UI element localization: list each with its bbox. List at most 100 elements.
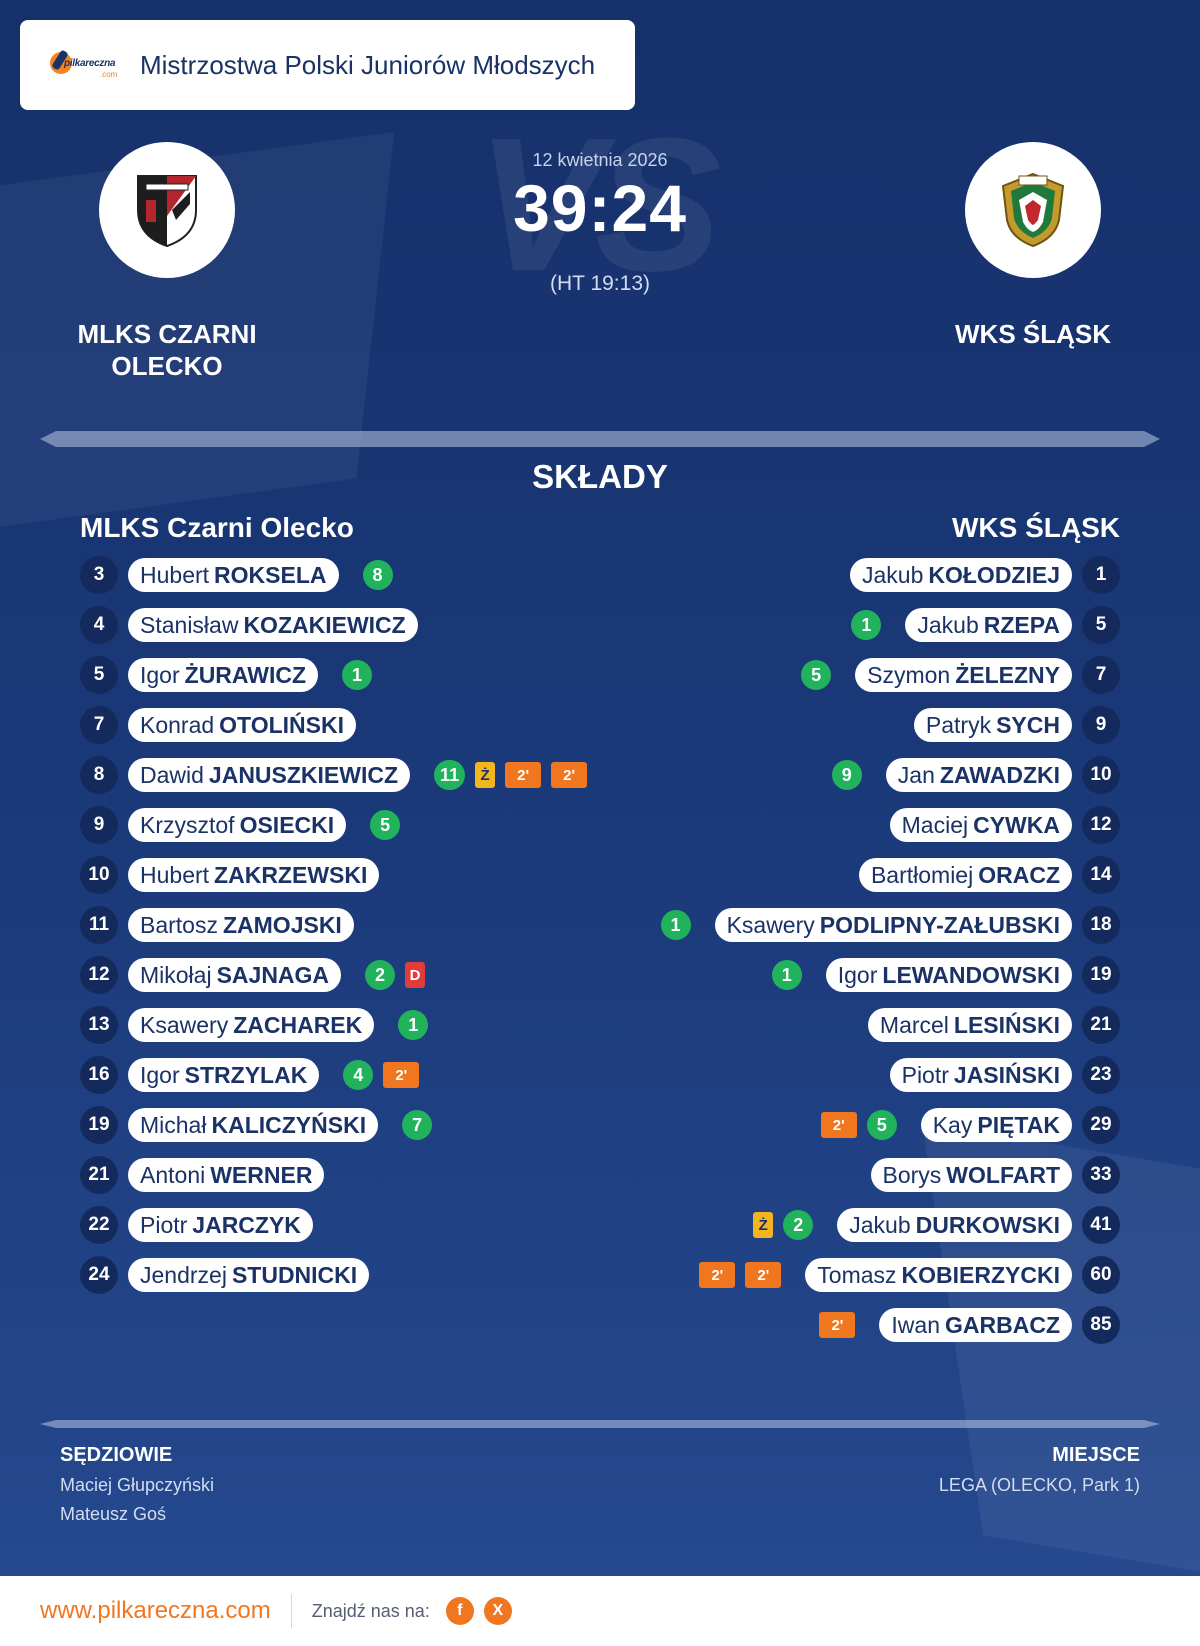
- footer-separator: [290, 1594, 292, 1628]
- goals-badge: 5: [801, 660, 832, 690]
- goals-badge: 2: [783, 1210, 814, 1240]
- player-name[interactable]: Krzysztof OSIECKI: [128, 808, 347, 842]
- player-row: 85 Iwan GARBACZ 2': [819, 1306, 1120, 1344]
- player-events: 1: [660, 910, 691, 940]
- player-name[interactable]: Bartosz ZAMOJSKI: [128, 908, 354, 942]
- player-name[interactable]: Kay PIĘTAK: [920, 1108, 1072, 1142]
- home-team-crest: [99, 142, 235, 278]
- player-events: 8: [362, 560, 393, 590]
- yellow-card-icon: Ż: [753, 1212, 774, 1238]
- player-row: 9 Patryk SYCH: [904, 706, 1120, 744]
- player-name[interactable]: Igor LEWANDOWSKI: [825, 958, 1072, 992]
- suspension-badge: 2': [820, 1112, 857, 1138]
- player-first-name: Ksawery: [726, 911, 815, 938]
- footer: www.pilkareczna.com Znajdź nas na: f X: [0, 1576, 1200, 1646]
- player-first-name: Dawid: [140, 761, 204, 788]
- player-events: 2': [819, 1312, 856, 1338]
- referee-name: Maciej Głupczyński: [60, 1475, 215, 1495]
- yellow-card-icon: Ż: [475, 762, 496, 788]
- player-last-name: KOŁODZIEJ: [928, 561, 1060, 588]
- player-first-name: Konrad: [140, 711, 215, 738]
- player-first-name: Jakub: [862, 561, 924, 588]
- goals-badge: 11: [434, 760, 466, 790]
- player-name[interactable]: Dawid JANUSZKIEWICZ: [128, 758, 411, 792]
- player-name[interactable]: Piotr JASIŃSKI: [889, 1058, 1072, 1092]
- player-name[interactable]: Hubert ROKSELA: [128, 558, 339, 592]
- goals-badge: 1: [771, 960, 802, 990]
- pilkareczna-logo[interactable]: pilkareczna .com: [50, 48, 126, 82]
- player-name[interactable]: Mikołaj SAJNAGA: [128, 958, 342, 992]
- player-name[interactable]: Jendrzej STUDNICKI: [128, 1258, 370, 1292]
- follow-label: Znajdź nas na:: [311, 1600, 430, 1621]
- player-name[interactable]: Piotr JARCZYK: [128, 1208, 313, 1242]
- x-icon[interactable]: X: [483, 1597, 512, 1625]
- website-link[interactable]: www.pilkareczna.com: [40, 1597, 271, 1624]
- player-last-name: STUDNICKI: [231, 1261, 358, 1288]
- player-row: 23 Piotr JASIŃSKI: [880, 1056, 1120, 1094]
- player-row: 12 Maciej CYWKA: [880, 806, 1120, 844]
- player-name[interactable]: Patryk SYCH: [913, 708, 1072, 742]
- player-name[interactable]: Konrad OTOLIŃSKI: [128, 708, 356, 742]
- player-row: 11 Bartosz ZAMOJSKI: [80, 906, 364, 944]
- player-row: 29 Kay PIĘTAK 5 2': [820, 1106, 1120, 1144]
- player-name[interactable]: Tomasz KOBIERZYCKI: [805, 1258, 1072, 1292]
- shirt-number: 1: [1082, 556, 1120, 594]
- player-row: 4 Stanisław KOZAKIEWICZ: [80, 606, 428, 644]
- player-name[interactable]: Igor STRZYLAK: [128, 1058, 320, 1092]
- shirt-number: 41: [1082, 1206, 1120, 1244]
- player-row: 5 Jakub RZEPA 1: [851, 606, 1120, 644]
- player-name[interactable]: Marcel LESIŃSKI: [867, 1008, 1072, 1042]
- player-events: 5 2': [820, 1110, 897, 1140]
- goals-badge: 5: [370, 810, 401, 840]
- player-last-name: ORACZ: [978, 861, 1060, 888]
- player-name[interactable]: Ksawery PODLIPNY-ZAŁUBSKI: [714, 908, 1072, 942]
- player-name[interactable]: Antoni WERNER: [128, 1158, 325, 1192]
- shirt-number: 19: [80, 1106, 118, 1144]
- player-last-name: ŻURAWICZ: [184, 661, 307, 688]
- player-name[interactable]: Jan ZAWADZKI: [885, 758, 1072, 792]
- suspension-badge: 2': [551, 762, 588, 788]
- player-name[interactable]: Jakub RZEPA: [905, 608, 1072, 642]
- away-team-crest: [965, 142, 1101, 278]
- player-last-name: KOBIERZYCKI: [901, 1261, 1060, 1288]
- lineups-title: SKŁADY: [532, 458, 668, 495]
- player-last-name: JARCZYK: [192, 1211, 301, 1238]
- player-row: 5 Igor ŻURAWICZ 1: [80, 656, 373, 694]
- player-last-name: LEWANDOWSKI: [882, 961, 1060, 988]
- player-name[interactable]: Bartłomiej ORACZ: [858, 858, 1072, 892]
- player-name[interactable]: Hubert ZAKRZEWSKI: [128, 858, 380, 892]
- referees-label: SĘDZIOWIE: [60, 1444, 173, 1466]
- player-first-name: Bartłomiej: [870, 861, 974, 888]
- player-last-name: SYCH: [996, 711, 1060, 738]
- player-row: 41 Jakub DURKOWSKI 2 Ż: [753, 1206, 1120, 1244]
- player-last-name: CYWKA: [973, 811, 1060, 838]
- shirt-number: 23: [1082, 1056, 1120, 1094]
- player-last-name: ŻELEZNY: [955, 661, 1060, 688]
- player-row: 60 Tomasz KOBIERZYCKI 2' 2': [699, 1256, 1120, 1294]
- player-name[interactable]: Stanisław KOZAKIEWICZ: [128, 608, 418, 642]
- facebook-icon[interactable]: f: [445, 1597, 474, 1625]
- player-row: 3 Hubert ROKSELA 8: [80, 556, 393, 594]
- shirt-number: 16: [80, 1056, 118, 1094]
- player-row: 9 Krzysztof OSIECKI 5: [80, 806, 401, 844]
- shirt-number: 10: [80, 856, 118, 894]
- player-name[interactable]: Iwan GARBACZ: [879, 1308, 1072, 1342]
- player-first-name: Ksawery: [140, 1011, 229, 1038]
- player-name[interactable]: Jakub KOŁODZIEJ: [850, 558, 1072, 592]
- home-team-name-text: MLKS CZARNI OLECKO: [77, 319, 257, 381]
- player-row: 19 Michał KALICZYŃSKI 7: [80, 1106, 433, 1144]
- goals-badge: 1: [398, 1010, 429, 1040]
- player-name[interactable]: Szymon ŻELEZNY: [855, 658, 1072, 692]
- player-events: 1: [851, 610, 882, 640]
- player-name[interactable]: Ksawery ZACHAREK: [128, 1008, 375, 1042]
- player-name[interactable]: Borys WOLFART: [870, 1158, 1072, 1192]
- shirt-number: 60: [1082, 1256, 1120, 1294]
- player-events: 2' 2': [699, 1262, 782, 1288]
- player-name[interactable]: Igor ŻURAWICZ: [128, 658, 319, 692]
- player-name[interactable]: Jakub DURKOWSKI: [837, 1208, 1072, 1242]
- shirt-number: 10: [1082, 756, 1120, 794]
- player-name[interactable]: Maciej CYWKA: [889, 808, 1072, 842]
- player-name[interactable]: Michał KALICZYŃSKI: [128, 1108, 379, 1142]
